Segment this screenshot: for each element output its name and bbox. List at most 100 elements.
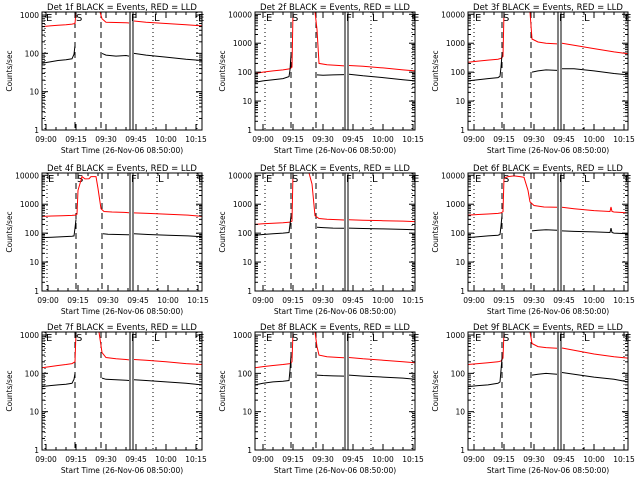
series-line: [255, 215, 415, 236]
marker-label: S: [76, 333, 82, 344]
y-tick-label: 10000: [15, 171, 39, 180]
marker-label: E: [475, 13, 481, 24]
x-axis-label: Start Time (26-Nov-06 08:50:00): [487, 307, 609, 316]
marker-label: L: [154, 13, 160, 24]
series-line: [468, 12, 628, 63]
marker-label: E: [413, 333, 419, 344]
marker-label: F: [559, 13, 565, 24]
x-axis-label: Start Time (26-Nov-06 08:50:00): [487, 146, 609, 155]
y-tick-label: 10: [242, 408, 252, 417]
marker-label: S: [76, 13, 82, 24]
marker-label: L: [154, 333, 160, 344]
y-tick-label: 10: [455, 97, 465, 106]
y-tick-label: 1: [34, 287, 39, 296]
y-tick-label: 1: [247, 287, 252, 296]
x-tick-label: 09:30: [523, 135, 545, 144]
y-tick-label: 1: [460, 446, 465, 455]
y-tick-label: 100: [238, 68, 253, 77]
chart-title: Det 3f BLACK = Events, RED = LLD: [473, 3, 623, 13]
marker-label: S: [77, 174, 83, 185]
marker-label: S: [292, 174, 298, 185]
x-tick-label: 09:15: [493, 455, 515, 464]
x-tick-label: 10:00: [157, 296, 179, 305]
y-axis-label: Counts/sec: [218, 370, 227, 411]
y-tick-label: 10: [455, 258, 465, 267]
x-tick-label: 09:00: [35, 455, 57, 464]
y-axis-label: Counts/sec: [218, 211, 227, 252]
marker-label: L: [372, 333, 378, 344]
x-tick-label: 09:00: [463, 455, 485, 464]
marker-label: E: [46, 13, 52, 24]
y-tick-label: 1: [460, 126, 465, 135]
y-axis-label: Counts/sec: [431, 50, 440, 91]
y-tick-label: 10000: [228, 10, 252, 19]
x-axis-label: Start Time (26-Nov-06 08:50:00): [61, 466, 183, 475]
marker-label: L: [372, 174, 378, 185]
y-tick-label: 100: [451, 68, 466, 77]
y-tick-label: 1000: [446, 200, 465, 209]
chart-panel: Det 3f BLACK = Events, RED = LLD Counts/s…: [431, 3, 635, 155]
x-tick-label: 09:00: [252, 135, 274, 144]
series-line: [42, 45, 202, 64]
x-tick-label: 09:45: [342, 455, 364, 464]
series-line: [255, 12, 415, 74]
x-tick-label: 10:00: [155, 455, 177, 464]
y-tick-label: 1: [34, 126, 39, 135]
marker-label: F: [346, 174, 352, 185]
series-line: [468, 175, 628, 216]
marker-label: L: [584, 333, 590, 344]
y-tick-label: 100: [451, 369, 466, 378]
marker-label: E: [48, 174, 54, 185]
x-tick-label: 09:00: [37, 296, 59, 305]
marker-label: F: [559, 174, 565, 185]
y-tick-label: 10000: [441, 10, 465, 19]
marker-label: F: [346, 13, 352, 24]
chart-title: Det 8f BLACK = Events, RED = LLD: [260, 323, 410, 333]
y-tick-label: 1000: [20, 200, 39, 209]
marker-label: E: [266, 174, 272, 185]
x-tick-label: 09:30: [312, 135, 334, 144]
marker-label: S: [292, 13, 298, 24]
y-axis-label: Counts/sec: [5, 370, 14, 411]
chart-panel: Det 8f BLACK = Events, RED = LLD Counts/s…: [218, 323, 424, 475]
series-line: [468, 215, 628, 239]
x-axis-label: Start Time (26-Nov-06 08:50:00): [61, 146, 183, 155]
x-tick-label: 09:00: [35, 135, 57, 144]
y-tick-label: 1000: [20, 11, 39, 20]
marker-label: F: [346, 333, 352, 344]
x-tick-label: 10:15: [613, 135, 635, 144]
x-tick-label: 10:15: [402, 455, 424, 464]
x-tick-label: 10:15: [613, 296, 635, 305]
x-tick-label: 09:15: [282, 135, 304, 144]
x-tick-label: 09:15: [67, 296, 89, 305]
y-tick-label: 1: [247, 126, 252, 135]
x-tick-label: 09:00: [252, 296, 274, 305]
series-line: [468, 332, 628, 365]
marker-label: S: [503, 13, 509, 24]
x-axis-label: Start Time (26-Nov-06 08:50:00): [61, 307, 183, 316]
x-tick-label: 09:45: [125, 455, 147, 464]
x-tick-label: 09:45: [553, 455, 575, 464]
x-tick-label: 09:30: [97, 296, 119, 305]
y-tick-label: 10: [29, 88, 39, 97]
chart-title: Det 9f BLACK = Events, RED = LLD: [473, 323, 623, 333]
x-tick-label: 10:15: [402, 296, 424, 305]
chart-title: Det 7f BLACK = Events, RED = LLD: [47, 323, 197, 333]
x-tick-label: 10:15: [402, 135, 424, 144]
y-tick-label: 1000: [446, 331, 465, 340]
series-line: [255, 332, 415, 369]
marker-label: E: [413, 174, 419, 185]
y-tick-label: 100: [238, 229, 253, 238]
series-line: [42, 219, 202, 239]
y-tick-label: 100: [25, 369, 40, 378]
x-tick-label: 09:15: [493, 296, 515, 305]
x-tick-label: 10:00: [372, 455, 394, 464]
y-tick-label: 1000: [233, 39, 252, 48]
plot-frame: [254, 331, 416, 451]
y-tick-label: 10: [242, 97, 252, 106]
plot-frame: [254, 172, 416, 292]
plot-frame: [41, 11, 203, 131]
marker-label: E: [475, 333, 481, 344]
marker-label: F: [559, 333, 565, 344]
